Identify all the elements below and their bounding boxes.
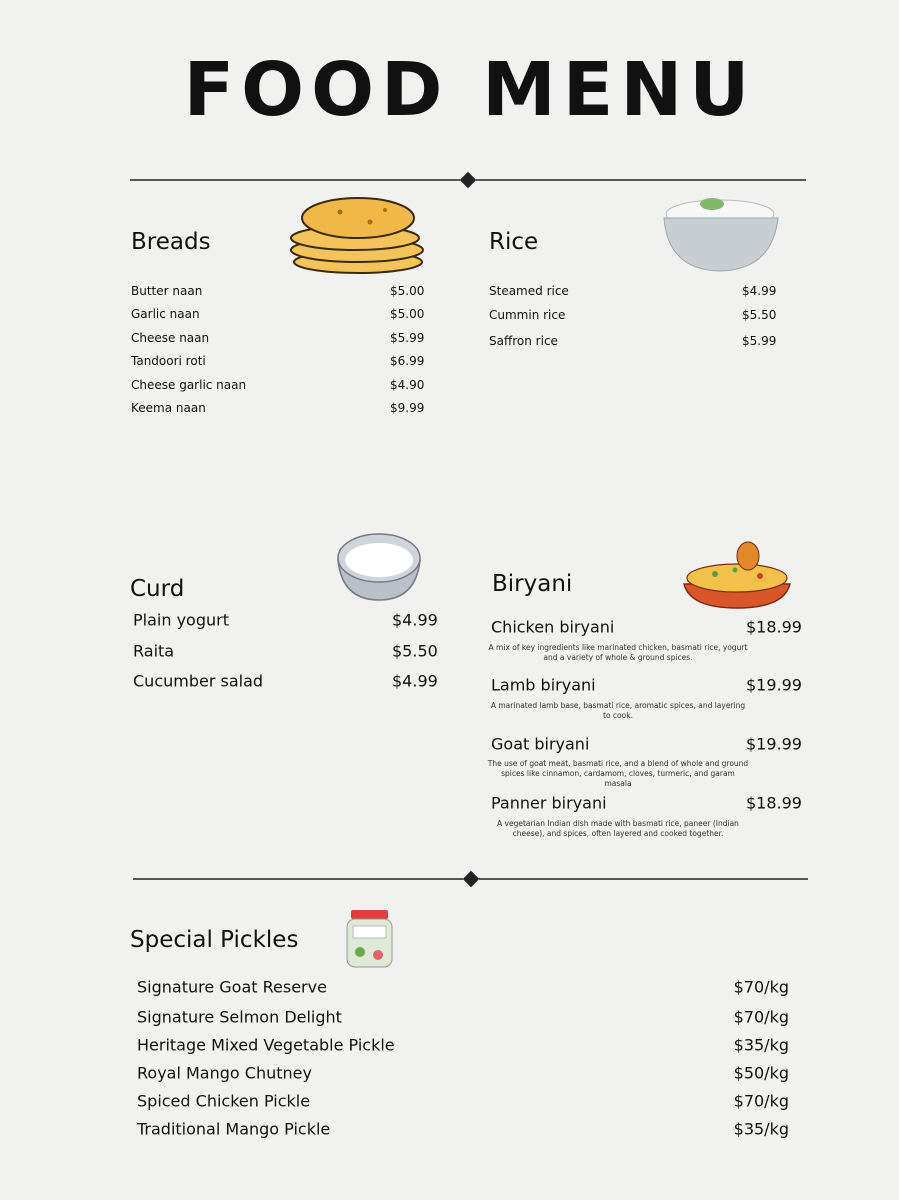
- item-price: $5.50: [392, 641, 438, 661]
- item-name: Traditional Mango Pickle: [137, 1119, 331, 1139]
- rice-bowl-illustration: [663, 198, 779, 272]
- item-price: $5.50: [742, 308, 777, 322]
- item-name: Goat biryani: [491, 734, 590, 754]
- item-name: Garlic naan: [131, 307, 200, 321]
- pickle-jar-illustration: [346, 910, 393, 968]
- section-title: Breads: [131, 229, 211, 255]
- item-price: $5.99: [742, 334, 777, 348]
- item-price: $6.99: [390, 354, 425, 368]
- divider-top: [130, 171, 806, 189]
- item-price: $50/kg: [733, 1063, 789, 1083]
- item-name: Spiced Chicken Pickle: [137, 1091, 311, 1111]
- item-price: $4.99: [742, 284, 777, 298]
- menu-title: FOOD MENU: [183, 47, 757, 133]
- section-title: Biryani: [492, 571, 573, 597]
- item-price: $4.99: [392, 610, 438, 630]
- item-name: Raita: [133, 641, 175, 661]
- item-description: A mix of key ingredients like marinated …: [488, 643, 748, 662]
- biryani-plate-illustration: [683, 541, 791, 609]
- item-name: Cucumber salad: [133, 671, 264, 691]
- item-price: $19.99: [746, 734, 802, 754]
- item-name: Signature Goat Reserve: [137, 977, 327, 997]
- item-price: $70/kg: [733, 1007, 789, 1027]
- item-name: Cheese naan: [131, 331, 210, 345]
- item-description: A marinated lamb base, basmati rice, aro…: [490, 701, 746, 720]
- divider-bottom: [133, 870, 808, 888]
- item-name: Butter naan: [131, 284, 203, 298]
- item-name: Heritage Mixed Vegetable Pickle: [137, 1035, 395, 1055]
- item-name: Cummin rice: [489, 308, 566, 322]
- item-price: $70/kg: [733, 1091, 789, 1111]
- item-name: Tandoori roti: [131, 354, 206, 368]
- section-title: Special Pickles: [130, 927, 299, 953]
- item-name: Keema naan: [131, 401, 206, 415]
- item-name: Royal Mango Chutney: [137, 1063, 312, 1083]
- item-price: $35/kg: [733, 1035, 789, 1055]
- item-price: $18.99: [746, 617, 802, 637]
- item-price: $70/kg: [733, 977, 789, 997]
- naan-illustration: [290, 197, 424, 274]
- item-price: $5.99: [390, 331, 425, 345]
- item-name: Chicken biryani: [491, 617, 615, 637]
- item-description: The use of goat meat, basmati rice, and …: [487, 759, 749, 788]
- item-price: $5.00: [390, 307, 425, 321]
- item-price: $18.99: [746, 793, 802, 813]
- curd-bowl-illustration: [337, 533, 421, 601]
- item-price: $9.99: [390, 401, 425, 415]
- item-name: Signature Selmon Delight: [137, 1007, 342, 1027]
- item-price: $35/kg: [733, 1119, 789, 1139]
- section-title: Rice: [489, 229, 539, 255]
- item-name: Steamed rice: [489, 284, 569, 298]
- item-name: Saffron rice: [489, 334, 558, 348]
- item-name: Plain yogurt: [133, 610, 229, 630]
- item-price: $19.99: [746, 675, 802, 695]
- item-price: $5.00: [390, 284, 425, 298]
- item-name: Cheese garlic naan: [131, 378, 247, 392]
- section-title: Curd: [130, 576, 185, 602]
- item-name: Panner biryani: [491, 793, 607, 813]
- item-price: $4.90: [390, 378, 425, 392]
- item-price: $4.99: [392, 671, 438, 691]
- item-description: A vegetarian Indian dish made with basma…: [497, 819, 739, 838]
- item-name: Lamb biryani: [491, 675, 596, 695]
